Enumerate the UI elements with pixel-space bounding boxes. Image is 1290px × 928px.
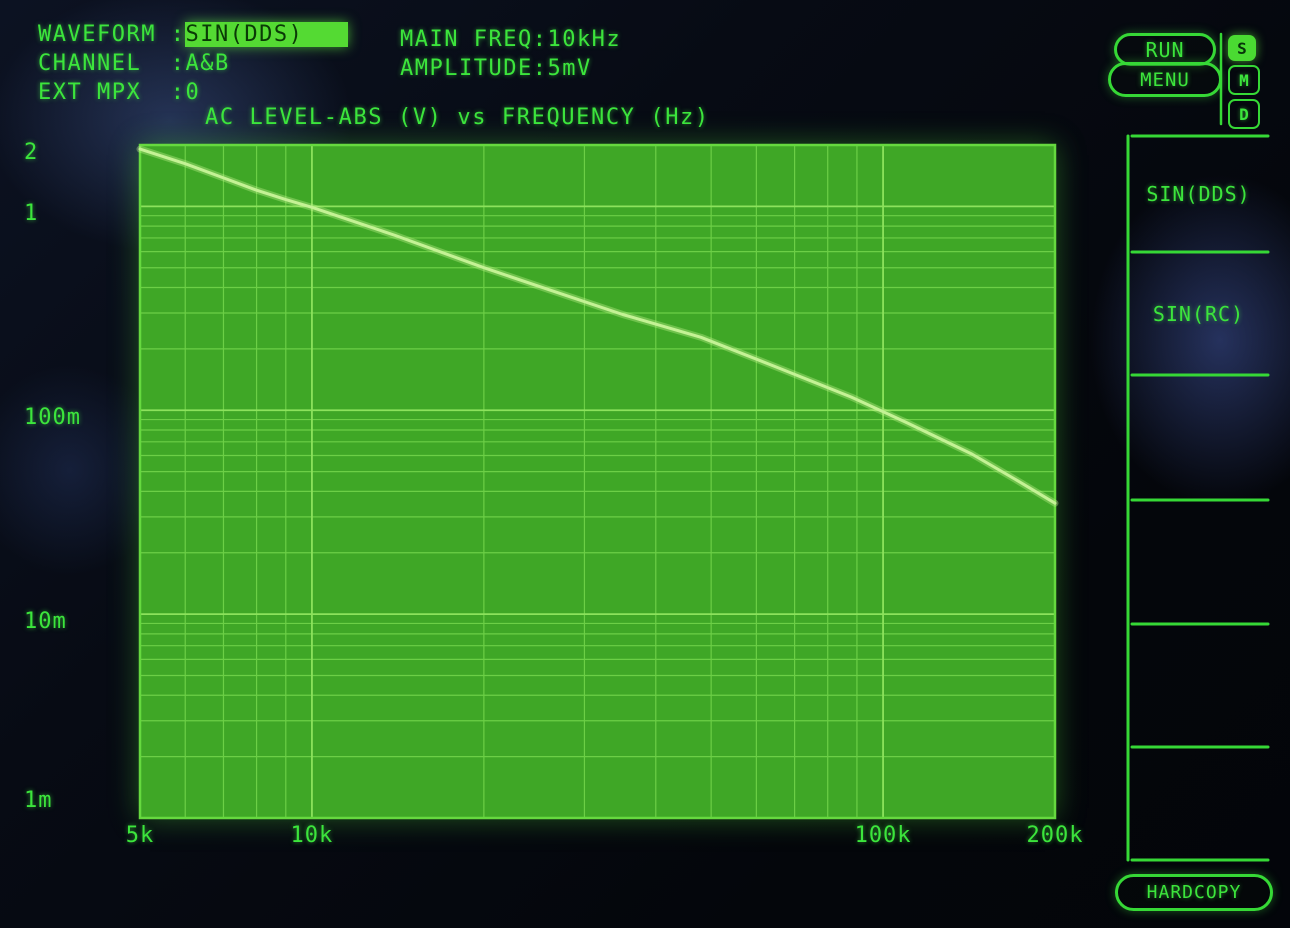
softkey-label: SIN(RC) (1152, 301, 1245, 326)
setting-value-waveform[interactable]: SIN(DDS) (185, 22, 348, 47)
softkey-empty-5[interactable] (1129, 624, 1268, 747)
setting-label: WAVEFORM : (38, 22, 186, 47)
hardcopy-button[interactable]: HARDCOPY (1115, 874, 1273, 911)
softkey-empty-4[interactable] (1129, 500, 1268, 624)
setting-label: CHANNEL : (38, 51, 186, 76)
setting-value-ext-mpx[interactable]: 0 (185, 80, 201, 105)
grid-major (140, 145, 1055, 818)
softkey-sin-dds[interactable]: SIN(DDS) (1129, 136, 1268, 252)
y-tick-2: 2 (24, 140, 39, 165)
y-tick-100m: 100m (24, 405, 81, 431)
y-tick-10m: 10m (24, 609, 67, 635)
setting-value-channel[interactable]: A&B (185, 51, 230, 76)
signal-trace (138, 147, 1057, 505)
x-tick-10k: 10k (290, 823, 334, 848)
mode-m-indicator[interactable]: M (1228, 65, 1260, 95)
param-amplitude: AMPLITUDE:5mV (400, 56, 592, 81)
y-tick-1: 1 (24, 201, 39, 227)
mode-d-indicator[interactable]: D (1228, 99, 1260, 129)
setting-label: EXT MPX : (38, 80, 186, 105)
settings-fields: WAVEFORM :SIN(DDS) CHANNEL :A&B EXT MPX :… (38, 20, 348, 107)
x-tick-5k: 5k (125, 823, 155, 848)
setting-row: EXT MPX :0 (38, 78, 348, 107)
x-tick-200k: 200k (1026, 823, 1084, 848)
chart-title: AC LEVEL-ABS (V) vs FREQUENCY (Hz) (205, 105, 710, 130)
param-main-freq: MAIN FREQ:10kHz (400, 27, 622, 52)
plot-border (138, 143, 1057, 820)
grid-minor (140, 145, 1055, 818)
softkey-bracket (1126, 134, 1270, 862)
softkey-sin-rc[interactable]: SIN(RC) (1129, 252, 1268, 375)
y-tick-1m: 1m (24, 788, 53, 813)
softkey-empty-3[interactable] (1129, 375, 1268, 500)
softkey-empty-6[interactable] (1129, 747, 1268, 860)
signal-params: MAIN FREQ:10kHz AMPLITUDE:5mV (400, 25, 621, 83)
softkey-label: SIN(DDS) (1146, 182, 1251, 206)
setting-row: WAVEFORM :SIN(DDS) (38, 20, 348, 49)
mode-s-indicator[interactable]: S (1228, 35, 1256, 61)
plot-area (140, 145, 1055, 818)
menu-button[interactable]: MENU (1108, 62, 1222, 97)
setting-row: CHANNEL :A&B (38, 49, 348, 78)
x-tick-100k: 100k (854, 823, 912, 848)
